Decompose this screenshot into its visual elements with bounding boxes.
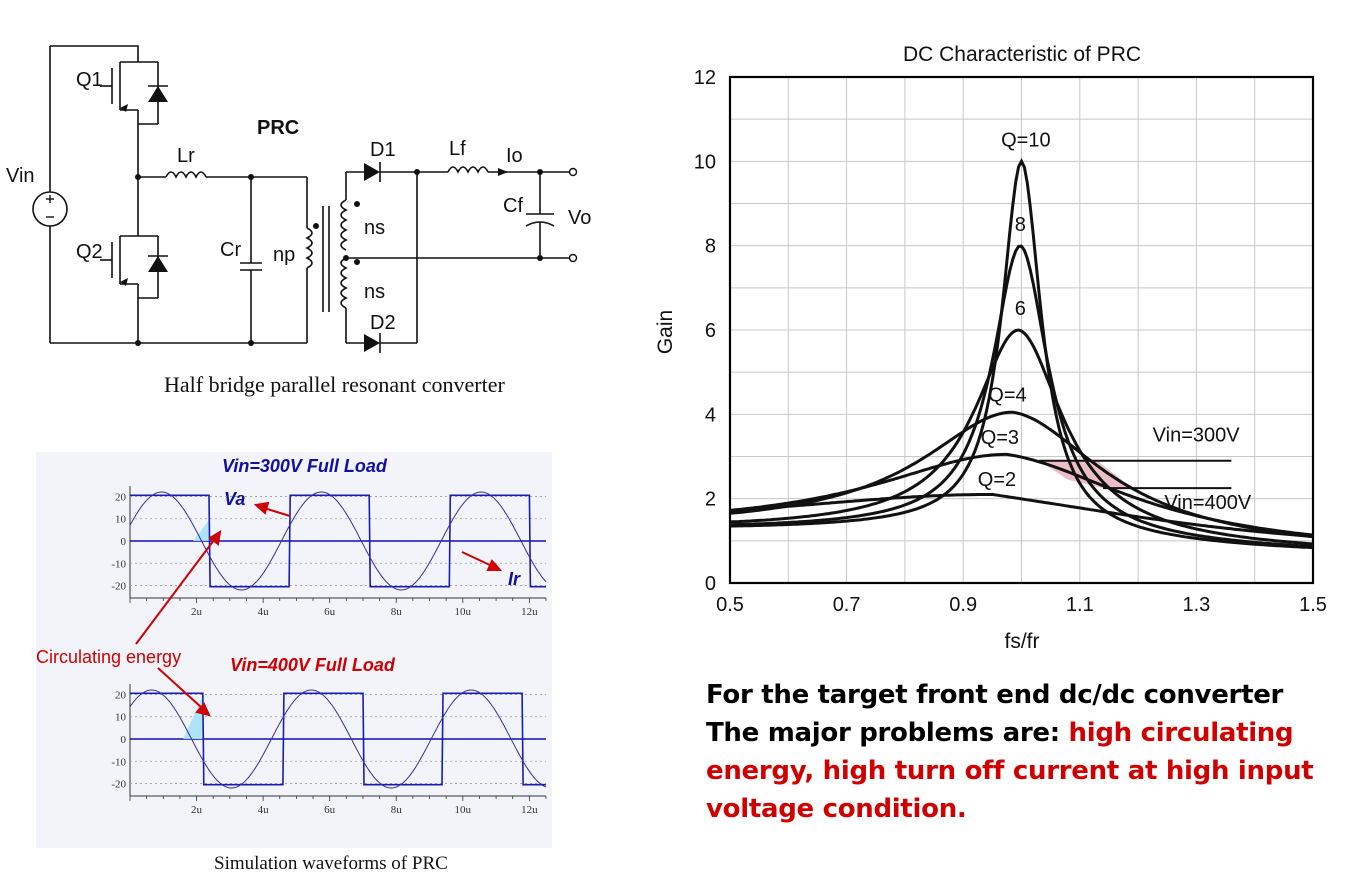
wave-x-tick-label: 2u bbox=[191, 804, 203, 816]
gain-curve bbox=[729, 328, 1314, 546]
conclusion-problems: high circulating energy, high turn off c… bbox=[706, 718, 1314, 824]
label-lf: Lf bbox=[449, 138, 466, 160]
wave-x-tick-label: 6u bbox=[324, 606, 336, 618]
conclusion-text: For the target front end dc/dc converter… bbox=[706, 676, 1326, 828]
label-vin: Vin bbox=[6, 165, 35, 187]
gain-curve bbox=[729, 244, 1314, 548]
label-cr: Cr bbox=[220, 239, 241, 261]
label-vo: Vo bbox=[568, 207, 591, 229]
chart-ylabel: Gain bbox=[654, 310, 677, 354]
wave-x-tick-label: 10u bbox=[455, 804, 472, 816]
y-tick-label: 12 bbox=[694, 67, 716, 89]
wave-y-tick: -10 bbox=[111, 558, 126, 570]
wave-x-tick-label: 8u bbox=[391, 606, 403, 618]
ir-label: Ir bbox=[508, 569, 521, 589]
circuit-caption: Half bridge parallel resonant converter bbox=[164, 372, 505, 397]
conclusion-line2-prefix: The major problems are: bbox=[706, 718, 1069, 748]
reference-lines: Vin=300V Vin=400V bbox=[1038, 425, 1252, 514]
plot-frame bbox=[728, 75, 1315, 585]
wave-x-tick-label: 2u bbox=[191, 606, 203, 618]
top-waveform-plot: 20 10 0 -10 -20 2u 4u 6u 8u 10u 12u bbox=[111, 486, 547, 618]
curve-label: 6 bbox=[1015, 298, 1026, 320]
wave-y-tick: 10 bbox=[115, 712, 127, 724]
x-tick-label: 0.9 bbox=[949, 594, 977, 616]
conclusion-line2: The major problems are: high circulating… bbox=[706, 714, 1326, 828]
x-tick-label: 0.7 bbox=[833, 594, 861, 616]
label-d2: D2 bbox=[370, 312, 396, 334]
circulating-energy-label: Circulating energy bbox=[36, 647, 181, 667]
wave-x-tick-label: 6u bbox=[324, 804, 336, 816]
x-tick-label: 1.5 bbox=[1299, 594, 1327, 616]
simulation-waveforms: Vin=300V Full Load Vin=400V Full Load Va… bbox=[36, 452, 552, 848]
x-tick-label: 1.3 bbox=[1182, 594, 1210, 616]
wave-x-tick-label: 12u bbox=[521, 804, 538, 816]
gain-curve bbox=[729, 158, 1314, 550]
label-q2: Q2 bbox=[76, 241, 103, 263]
chart-xlabel: fs/fr bbox=[1005, 630, 1040, 653]
label-ns-top: ns bbox=[364, 217, 385, 239]
y-tick-label: 2 bbox=[705, 489, 716, 511]
conclusion-line1: For the target front end dc/dc converter bbox=[706, 680, 1284, 710]
y-tick-label: 4 bbox=[705, 404, 716, 426]
curve-labels: Q=2 Q=3 Q=4 6 8 Q=10 bbox=[978, 130, 1051, 491]
gain-curves bbox=[729, 158, 1314, 550]
annotation-arrows bbox=[135, 501, 503, 717]
curve-label: Q=2 bbox=[978, 469, 1016, 491]
label-lr: Lr bbox=[177, 145, 195, 167]
va-label: Va bbox=[224, 489, 245, 509]
wave-x-tick-label: 10u bbox=[455, 606, 472, 618]
wave-y-tick: 20 bbox=[115, 491, 127, 503]
label-np: np bbox=[273, 244, 295, 266]
y-tick-label: 10 bbox=[694, 151, 716, 173]
va-square-wave bbox=[130, 494, 546, 588]
wave-y-tick: -20 bbox=[111, 581, 126, 593]
wave-y-tick: -20 bbox=[111, 779, 126, 791]
wave-x-tick-label: 12u bbox=[521, 606, 538, 618]
circulating-energy-area bbox=[183, 694, 204, 739]
circuit-schematic: PRC Vin Q1 Q2 Lr Cr np ns ns D1 D2 Lf Io… bbox=[6, 45, 591, 353]
curve-label: Q=3 bbox=[981, 427, 1019, 449]
label-q1: Q1 bbox=[76, 69, 103, 91]
wave-y-tick: 10 bbox=[115, 514, 127, 526]
va-square-wave bbox=[130, 692, 546, 786]
dc-characteristic-chart: DC Characteristic of PRC fs/fr Gain Vin=… bbox=[654, 43, 1327, 653]
waveforms-caption: Simulation waveforms of PRC bbox=[214, 853, 448, 874]
gain-curve bbox=[729, 492, 1314, 538]
circulating-energy-area bbox=[193, 518, 210, 541]
y-tick-label: 0 bbox=[705, 573, 716, 595]
label-d1: D1 bbox=[370, 139, 396, 161]
label-ns-bottom: ns bbox=[364, 281, 385, 303]
label-cf: Cf bbox=[503, 195, 523, 217]
label-io: Io bbox=[506, 145, 523, 167]
wave-x-tick-label: 4u bbox=[258, 606, 270, 618]
bottom-waveform-title: Vin=400V Full Load bbox=[230, 655, 396, 675]
curve-label: Q=10 bbox=[1001, 130, 1050, 152]
wave-y-tick: 0 bbox=[121, 734, 127, 746]
wave-y-tick: 0 bbox=[121, 536, 127, 548]
bottom-waveform-plot: 20 10 0 -10 -20 2u 4u 6u 8u 10u 12u bbox=[111, 684, 547, 816]
ir-sine-wave bbox=[129, 689, 547, 789]
reference-label-300v: Vin=300V bbox=[1153, 425, 1241, 447]
x-tick-label: 0.5 bbox=[716, 594, 744, 616]
chart-title: DC Characteristic of PRC bbox=[903, 43, 1141, 66]
wave-x-tick-label: 4u bbox=[258, 804, 270, 816]
curve-label: Q=4 bbox=[988, 385, 1026, 407]
wave-y-tick: 20 bbox=[115, 689, 127, 701]
gain-curve bbox=[729, 410, 1314, 539]
wave-x-tick-label: 8u bbox=[391, 804, 403, 816]
x-tick-label: 1.1 bbox=[1066, 594, 1094, 616]
ir-sine-wave bbox=[129, 491, 547, 591]
label-prc: PRC bbox=[257, 117, 299, 139]
wave-y-tick: -10 bbox=[111, 756, 126, 768]
curve-label: 8 bbox=[1015, 214, 1026, 236]
reference-label-400v: Vin=400V bbox=[1164, 492, 1252, 514]
y-tick-label: 6 bbox=[705, 320, 716, 342]
top-waveform-title: Vin=300V Full Load bbox=[222, 456, 388, 476]
y-tick-label: 8 bbox=[705, 236, 716, 258]
axis-ticks: 0.5 0.7 0.9 1.1 1.3 1.5 0 2 4 6 8 10 12 bbox=[694, 67, 1327, 616]
